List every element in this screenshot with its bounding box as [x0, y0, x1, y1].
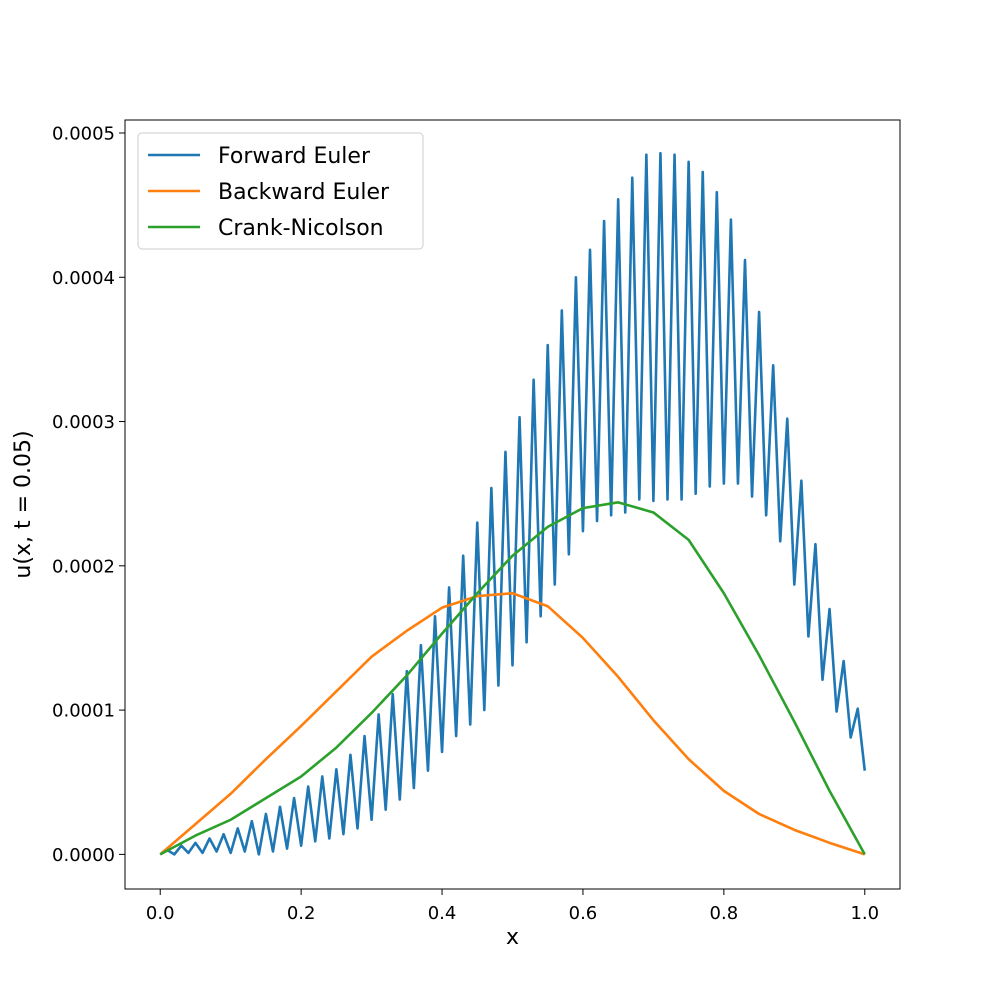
x-tick-label: 0.8 — [710, 903, 739, 924]
x-axis-title: x — [506, 925, 519, 950]
series-layer — [159, 151, 867, 856]
x-tick-label: 0.6 — [569, 903, 598, 924]
y-tick-label: 0.0002 — [52, 556, 115, 577]
y-axis-title: u(x, t = 0.05) — [11, 430, 36, 578]
legend-label: Forward Euler — [218, 144, 371, 169]
y-tick-label: 0.0003 — [52, 412, 115, 433]
y-tick-label: 0.0004 — [52, 268, 115, 289]
series-line-1 — [159, 151, 867, 856]
x-tick-label: 1.0 — [850, 903, 879, 924]
y-tick-label: 0.0000 — [52, 845, 115, 866]
y-tick-label: 0.0005 — [52, 123, 115, 144]
y-tick-label: 0.0001 — [52, 701, 115, 722]
series-line-3 — [159, 501, 866, 856]
plot-frame — [124, 119, 901, 890]
x-tick-label: 0.2 — [287, 903, 316, 924]
legend-label: Backward Euler — [218, 180, 390, 205]
legend: Forward Euler Backward Euler Crank-Nicolso… — [137, 132, 424, 250]
x-axis: 0.0 0.2 0.4 0.6 0.8 1.0 — [146, 889, 879, 924]
y-axis: 0.0000 0.0001 0.0002 0.0003 0.0004 0.0005 — [52, 123, 125, 866]
series-line-2 — [159, 591, 866, 856]
x-tick-label: 0.0 — [146, 903, 175, 924]
legend-box — [137, 132, 424, 250]
legend-label: Crank-Nicolson — [218, 216, 384, 241]
x-tick-label: 0.4 — [428, 903, 457, 924]
